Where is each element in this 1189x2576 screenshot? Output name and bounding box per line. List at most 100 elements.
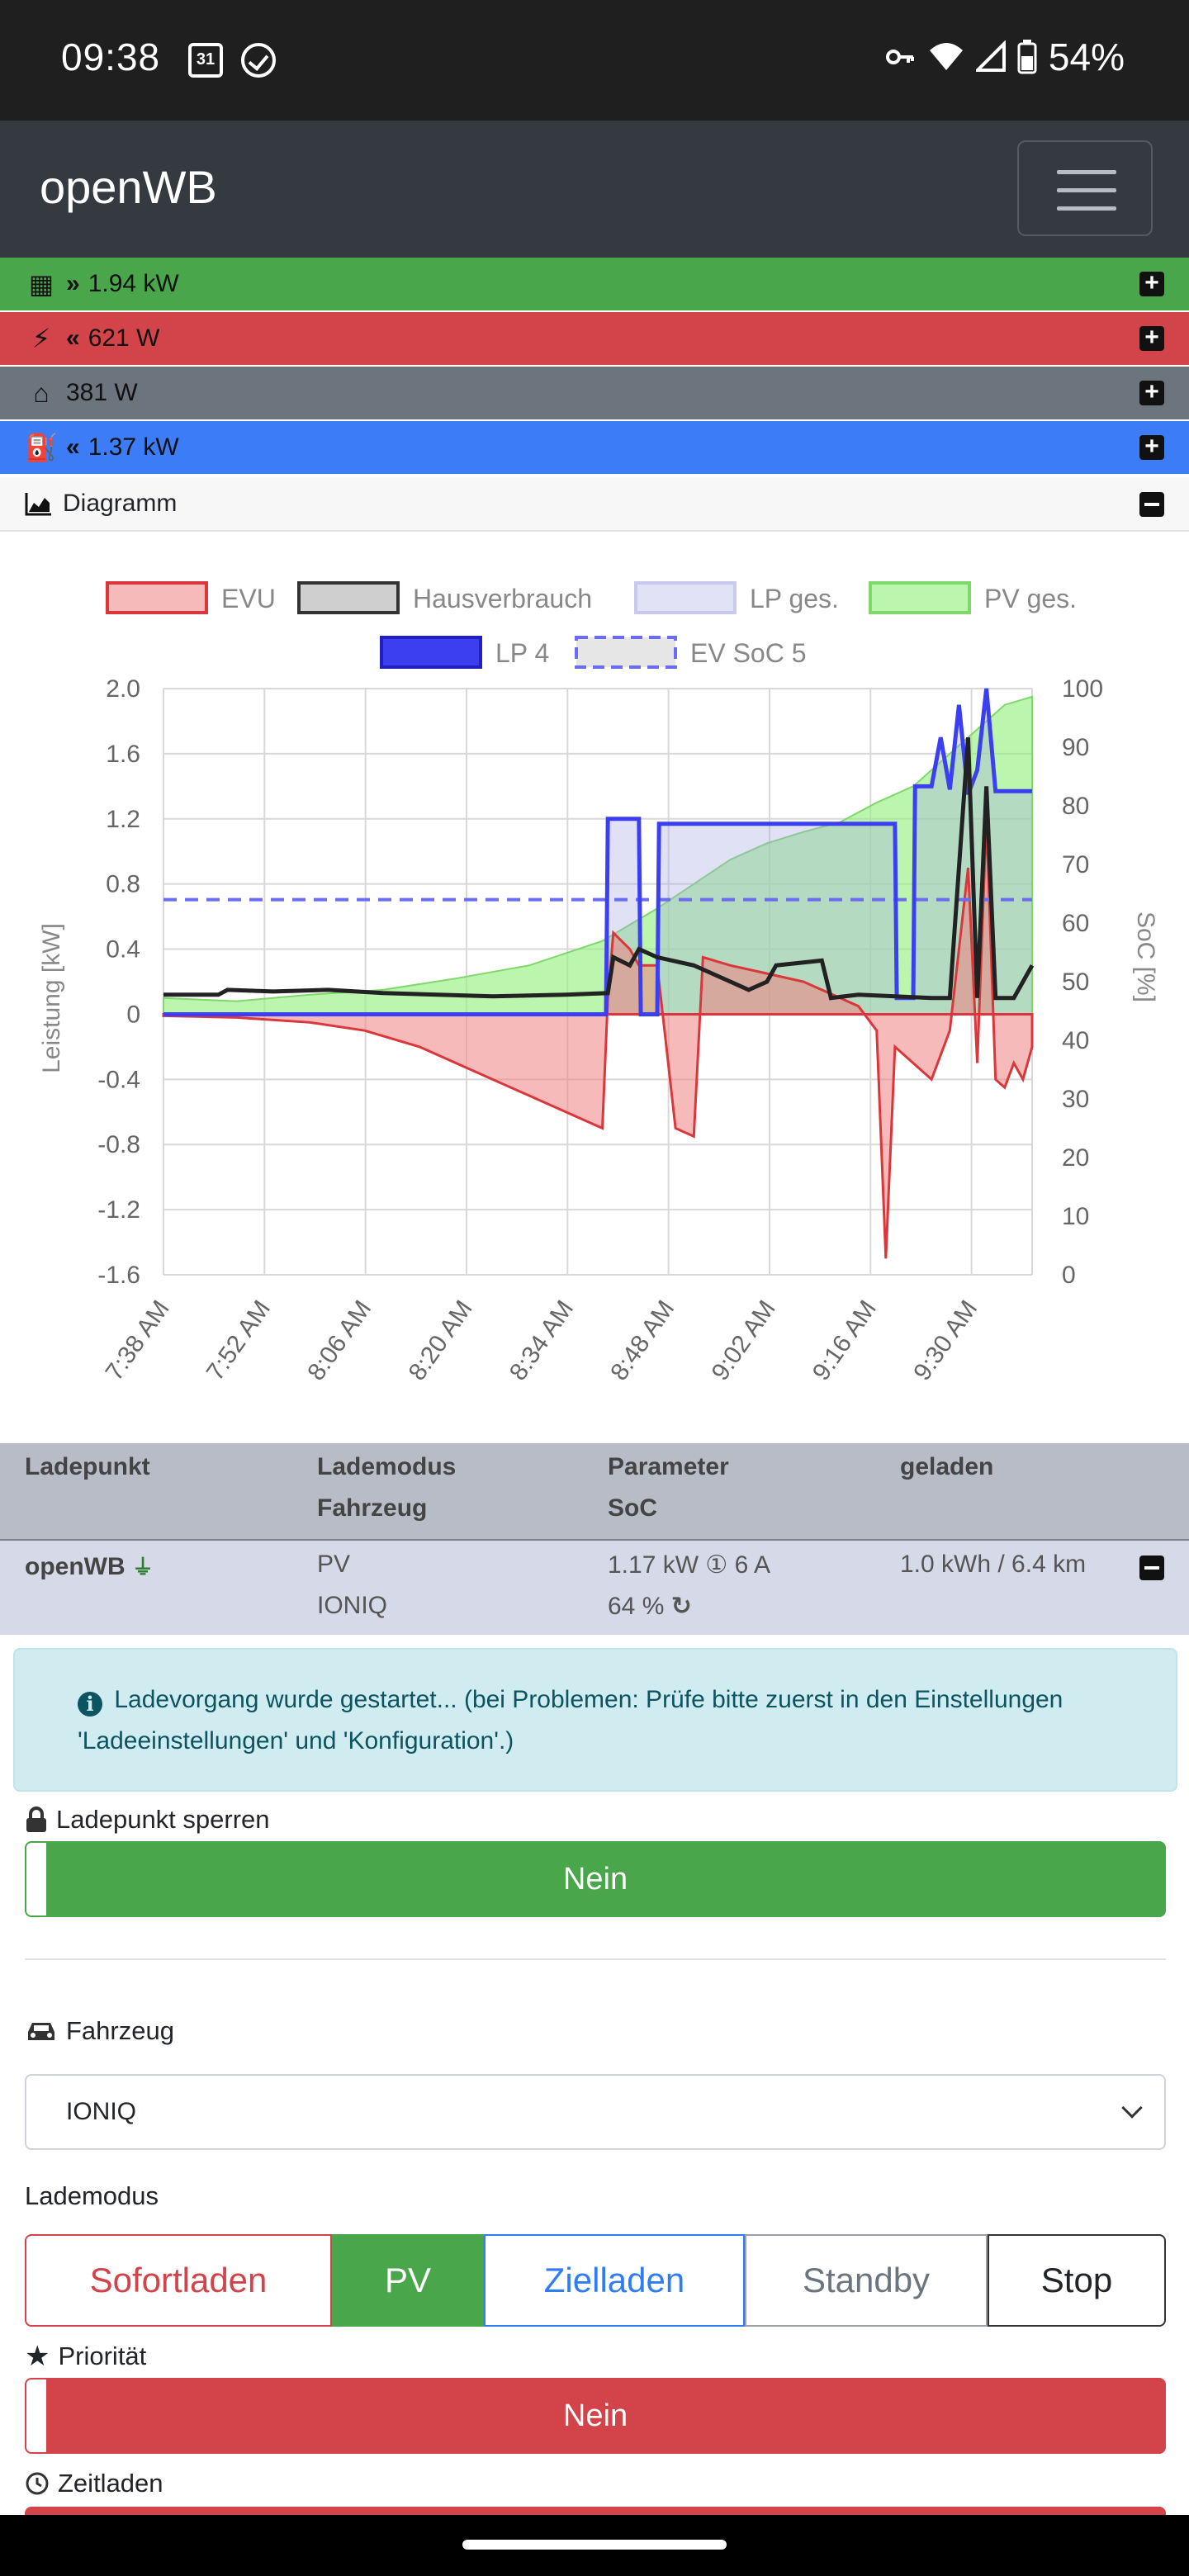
y-right-tick-label: 60 <box>1062 910 1089 937</box>
y-left-tick-label: 1.6 <box>106 741 140 768</box>
area-chart-icon <box>25 493 51 516</box>
priority-toggle[interactable]: Nein <box>25 2378 1166 2454</box>
divider <box>25 1958 1166 1960</box>
y-left-tick-label: -0.8 <box>97 1131 140 1158</box>
x-tick-label: 7:52 AM <box>201 1295 276 1385</box>
hamburger-line <box>1057 206 1116 211</box>
x-tick-label: 9:02 AM <box>707 1295 781 1385</box>
check-circle-icon <box>241 43 276 78</box>
y-left-tick-label: -1.2 <box>97 1196 140 1224</box>
legend-swatch <box>575 636 677 669</box>
table-row[interactable]: openWB ⏚ PV IONIQ 1.17 kW ① 6 A 64 % ↻ 1… <box>0 1539 1189 1635</box>
legend-swatch <box>380 636 482 669</box>
charge-summary-bar[interactable]: ⛽ « 1.37 kW + <box>0 421 1189 474</box>
power-tower-icon: ⚡ <box>31 324 51 353</box>
header-parameter: Parameter <box>608 1453 729 1480</box>
legend-swatch <box>869 581 971 614</box>
soc-cell-wrap: 64 % ↻ <box>608 1592 692 1621</box>
y-right-tick-label: 90 <box>1062 734 1089 761</box>
x-tick-label: 9:30 AM <box>908 1295 983 1385</box>
y-left-tick-label: 1.2 <box>106 806 140 833</box>
legend-swatch <box>297 581 400 614</box>
y-left-axis-label: Leistung [kW] <box>38 923 65 1073</box>
stop-button[interactable]: Stop <box>988 2234 1166 2327</box>
refresh-icon[interactable]: ↻ <box>670 1593 692 1620</box>
lock-icon <box>26 1807 46 1832</box>
series-area-pv <box>163 695 1033 1016</box>
zielladen-button[interactable]: Zielladen <box>484 2234 745 2327</box>
y-right-tick-label: 40 <box>1062 1027 1089 1054</box>
chevron-down-icon <box>1121 2097 1143 2119</box>
x-tick-label: 9:16 AM <box>808 1295 882 1385</box>
menu-toggle-button[interactable] <box>1017 140 1153 236</box>
status-bar: 09:38 31 54% <box>0 0 1189 121</box>
diagram-header[interactable]: Diagramm <box>0 477 1189 532</box>
collapse-icon[interactable] <box>1139 1556 1164 1580</box>
brand[interactable]: openWB <box>40 161 217 213</box>
mode-cell: PV <box>317 1551 351 1578</box>
pv-button[interactable]: PV <box>332 2234 484 2327</box>
vehicle-label: Fahrzeug <box>25 2016 174 2046</box>
star-icon: ★ <box>25 2341 50 2372</box>
expand-icon[interactable]: + <box>1139 325 1164 351</box>
vehicle-selected: IONIQ <box>66 2098 137 2125</box>
y-right-axis-label: SoC [%] <box>1132 912 1159 1002</box>
house-summary-bar[interactable]: ⌂ 381 W + <box>0 367 1189 419</box>
pv-value: 1.94 kW <box>88 270 179 297</box>
header-fahrzeug: Fahrzeug <box>317 1494 428 1522</box>
gesture-bar <box>0 2515 1189 2576</box>
double-chevron-left-icon: « <box>66 324 80 352</box>
legend-label: LP ges. <box>750 584 839 613</box>
header-soc: SoC <box>608 1494 657 1522</box>
y-right-tick-label: 0 <box>1062 1262 1076 1289</box>
y-right-tick-label: 70 <box>1062 851 1089 878</box>
series-area-lp-ges <box>163 689 1032 1015</box>
priority-value: Nein <box>562 2398 628 2433</box>
standby-button[interactable]: Standby <box>745 2234 988 2327</box>
lock-toggle[interactable]: Nein <box>25 1841 1166 1917</box>
x-tick-label: 7:38 AM <box>101 1295 175 1385</box>
sofortladen-button[interactable]: Sofortladen <box>25 2234 332 2327</box>
calendar-icon: 31 <box>188 43 223 78</box>
diagram-title: Diagramm <box>63 490 178 517</box>
vehicle-select[interactable]: IONIQ <box>25 2074 1166 2150</box>
y-right-tick-label: 20 <box>1062 1144 1089 1172</box>
y-right-tick-label: 50 <box>1062 968 1089 996</box>
series-line-lp4 <box>163 688 1032 1016</box>
home-icon: ⌂ <box>33 377 50 408</box>
y-right-tick-label: 100 <box>1062 675 1103 703</box>
expand-icon[interactable]: + <box>1139 434 1164 460</box>
lock-label-text: Ladepunkt sperren <box>56 1805 270 1834</box>
param-cell: 1.17 kW ① 6 A <box>608 1551 770 1579</box>
vehicle-label-text: Fahrzeug <box>66 2016 174 2045</box>
lock-label: Ladepunkt sperren <box>25 1805 270 1835</box>
y-right-tick-label: 30 <box>1062 1086 1089 1113</box>
home-handle[interactable] <box>462 2540 727 2550</box>
charge-value: 1.37 kW <box>88 433 179 461</box>
y-left-tick-label: 0.8 <box>106 871 140 898</box>
header-ladepunkt: Ladepunkt <box>25 1453 150 1480</box>
vehicle-cell: IONIQ <box>317 1592 388 1619</box>
expand-icon[interactable]: + <box>1139 380 1164 405</box>
chargepoint-name: openWB <box>25 1553 126 1580</box>
clock-icon <box>26 2472 49 2495</box>
y-left-tick-label: 2.0 <box>106 675 140 703</box>
grid-summary-bar[interactable]: ⚡ « 621 W + <box>0 312 1189 365</box>
timecharge-toggle[interactable] <box>25 2507 1166 2515</box>
toggle-knob <box>26 2379 46 2452</box>
collapse-icon[interactable] <box>1139 492 1164 517</box>
status-icons: 54% <box>883 35 1125 79</box>
y-left-tick-label: 0.4 <box>106 936 140 964</box>
pv-summary-bar[interactable]: ▦ » 1.94 kW + <box>0 258 1189 310</box>
x-tick-label: 8:06 AM <box>302 1295 377 1385</box>
double-chevron-right-icon: » <box>66 270 80 297</box>
plug-icon: ⏚ <box>131 1555 154 1579</box>
legend-label: EVU <box>221 584 276 613</box>
double-chevron-left-icon: « <box>66 433 80 461</box>
charged-cell: 1.0 kWh / 6.4 km <box>900 1551 1087 1578</box>
battery-percent: 54% <box>1048 36 1125 78</box>
y-right-tick-label: 10 <box>1062 1203 1089 1230</box>
series-line-hausverbrauch <box>163 736 1035 1001</box>
hamburger-line <box>1057 188 1116 192</box>
expand-icon[interactable]: + <box>1139 271 1164 296</box>
